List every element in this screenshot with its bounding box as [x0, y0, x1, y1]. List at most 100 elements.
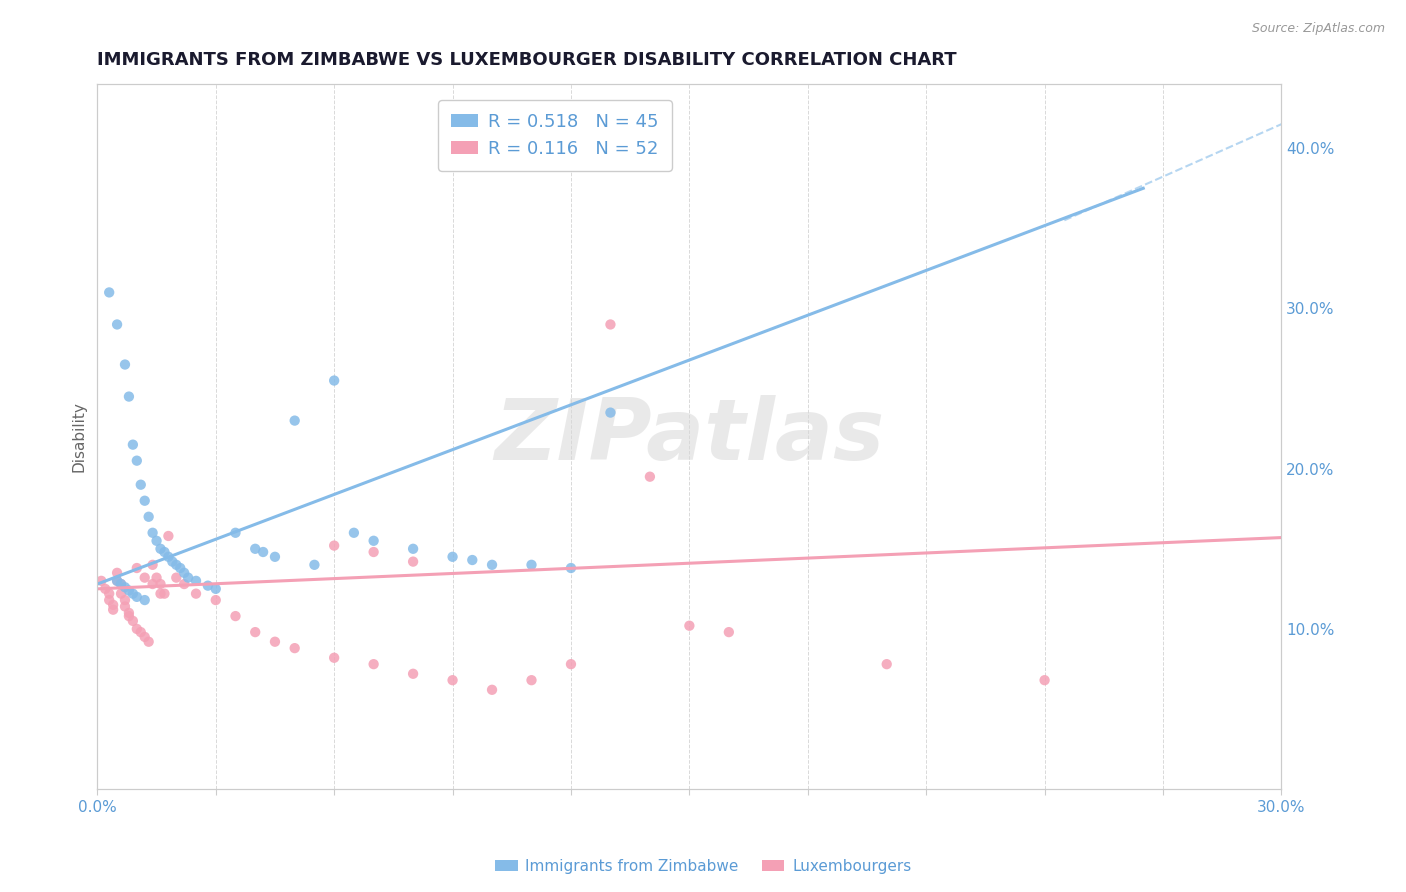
- Point: [402, 555, 425, 569]
- Point: [157, 549, 180, 564]
- Point: [129, 625, 152, 640]
- Point: [114, 358, 136, 372]
- Point: [264, 549, 287, 564]
- Point: [678, 618, 700, 632]
- Point: [105, 574, 128, 588]
- Point: [264, 634, 287, 648]
- Point: [145, 571, 167, 585]
- Point: [114, 599, 136, 614]
- Point: [169, 561, 191, 575]
- Point: [122, 437, 145, 451]
- Point: [717, 625, 740, 640]
- Point: [177, 571, 200, 585]
- Point: [245, 541, 267, 556]
- Point: [323, 650, 346, 665]
- Point: [343, 525, 366, 540]
- Point: [1033, 673, 1056, 688]
- Point: [520, 673, 543, 688]
- Legend: R = 0.518   N = 45, R = 0.116   N = 52: R = 0.518 N = 45, R = 0.116 N = 52: [437, 100, 672, 170]
- Point: [122, 614, 145, 628]
- Point: [153, 545, 176, 559]
- Point: [184, 587, 207, 601]
- Point: [173, 577, 195, 591]
- Point: [145, 533, 167, 548]
- Text: Source: ZipAtlas.com: Source: ZipAtlas.com: [1251, 22, 1385, 36]
- Point: [98, 285, 121, 300]
- Point: [125, 622, 148, 636]
- Point: [149, 577, 172, 591]
- Point: [173, 566, 195, 580]
- Point: [363, 657, 385, 672]
- Point: [560, 561, 582, 575]
- Point: [110, 587, 132, 601]
- Point: [134, 493, 156, 508]
- Point: [461, 553, 484, 567]
- Point: [142, 525, 165, 540]
- Point: [142, 558, 165, 572]
- Point: [94, 582, 117, 596]
- Point: [323, 539, 346, 553]
- Point: [134, 630, 156, 644]
- Point: [481, 558, 503, 572]
- Point: [125, 453, 148, 467]
- Point: [162, 555, 184, 569]
- Point: [197, 579, 219, 593]
- Point: [105, 318, 128, 332]
- Point: [134, 593, 156, 607]
- Point: [138, 634, 160, 648]
- Point: [204, 582, 226, 596]
- Point: [101, 598, 124, 612]
- Point: [363, 545, 385, 559]
- Point: [323, 374, 346, 388]
- Point: [599, 406, 621, 420]
- Point: [118, 609, 141, 624]
- Point: [441, 549, 464, 564]
- Point: [105, 566, 128, 580]
- Point: [110, 577, 132, 591]
- Point: [153, 587, 176, 601]
- Point: [149, 541, 172, 556]
- Point: [98, 587, 121, 601]
- Point: [224, 609, 246, 624]
- Point: [402, 541, 425, 556]
- Point: [245, 625, 267, 640]
- Point: [105, 574, 128, 588]
- Point: [284, 641, 307, 656]
- Point: [134, 571, 156, 585]
- Point: [118, 606, 141, 620]
- Point: [599, 318, 621, 332]
- Point: [125, 561, 148, 575]
- Point: [252, 545, 274, 559]
- Point: [441, 673, 464, 688]
- Point: [876, 657, 898, 672]
- Point: [122, 587, 145, 601]
- Point: [481, 682, 503, 697]
- Point: [118, 583, 141, 598]
- Point: [638, 469, 661, 483]
- Point: [165, 571, 187, 585]
- Point: [90, 574, 112, 588]
- Point: [184, 574, 207, 588]
- Point: [110, 577, 132, 591]
- Point: [204, 593, 226, 607]
- Legend: Immigrants from Zimbabwe, Luxembourgers: Immigrants from Zimbabwe, Luxembourgers: [488, 853, 918, 880]
- Point: [560, 657, 582, 672]
- Point: [114, 593, 136, 607]
- Point: [363, 533, 385, 548]
- Y-axis label: Disability: Disability: [72, 401, 86, 472]
- Point: [284, 414, 307, 428]
- Point: [98, 593, 121, 607]
- Text: IMMIGRANTS FROM ZIMBABWE VS LUXEMBOURGER DISABILITY CORRELATION CHART: IMMIGRANTS FROM ZIMBABWE VS LUXEMBOURGER…: [97, 51, 957, 69]
- Point: [101, 603, 124, 617]
- Point: [129, 477, 152, 491]
- Point: [304, 558, 326, 572]
- Point: [114, 580, 136, 594]
- Point: [520, 558, 543, 572]
- Point: [118, 390, 141, 404]
- Point: [149, 587, 172, 601]
- Text: ZIPatlas: ZIPatlas: [495, 395, 884, 478]
- Point: [402, 666, 425, 681]
- Point: [165, 558, 187, 572]
- Point: [224, 525, 246, 540]
- Point: [125, 590, 148, 604]
